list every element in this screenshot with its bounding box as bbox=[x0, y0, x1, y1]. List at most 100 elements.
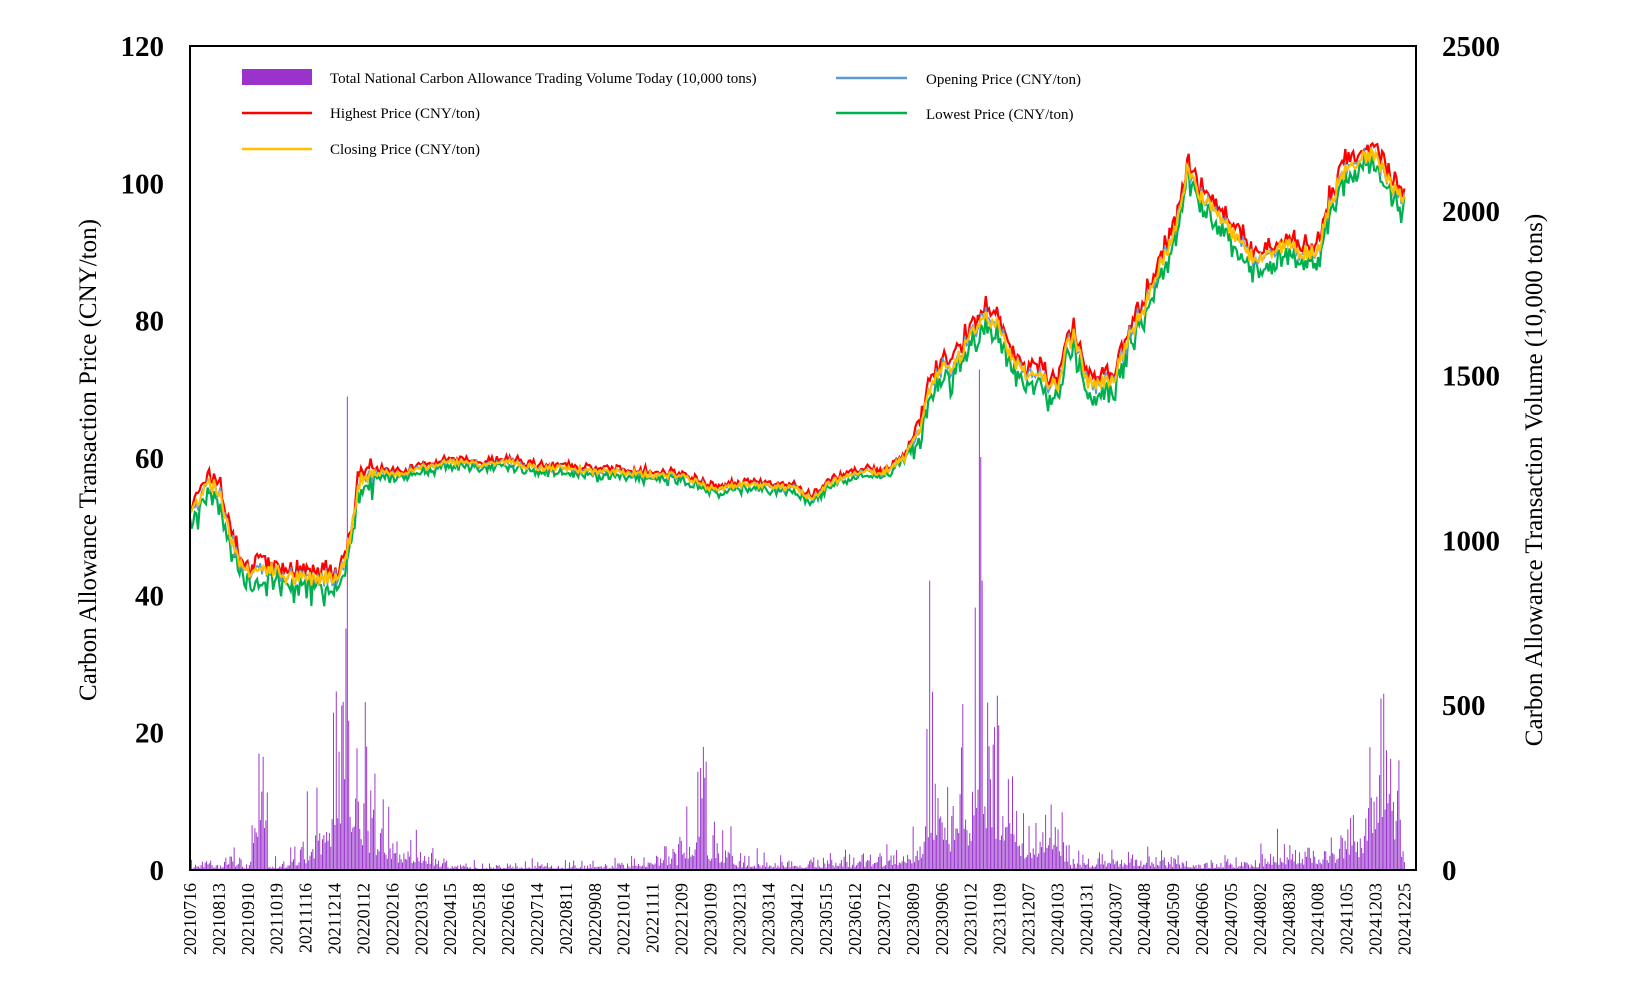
volume-bar bbox=[875, 862, 877, 870]
volume-bar bbox=[741, 867, 743, 870]
volume-bar bbox=[556, 867, 558, 870]
volume-bar bbox=[676, 865, 678, 870]
volume-bar bbox=[1363, 835, 1365, 870]
volume-bar bbox=[1194, 866, 1196, 870]
volume-bar bbox=[842, 866, 844, 870]
x-tick-20210910: 20210910 bbox=[238, 883, 258, 955]
volume-bar bbox=[284, 867, 286, 870]
volume-bar bbox=[1112, 859, 1114, 870]
volume-bar bbox=[851, 864, 853, 870]
volume-bar bbox=[1151, 862, 1153, 870]
volume-bar bbox=[1121, 859, 1123, 870]
volume-bar bbox=[760, 867, 762, 870]
volume-bar bbox=[1071, 867, 1073, 870]
volume-bar bbox=[200, 865, 202, 870]
volume-bar bbox=[816, 867, 818, 870]
volume-bar bbox=[1399, 819, 1401, 870]
volume-bar bbox=[730, 826, 732, 870]
volume-bar bbox=[744, 855, 746, 870]
volume-bar bbox=[317, 840, 319, 870]
volume-bar bbox=[1257, 867, 1259, 870]
volume-bar bbox=[614, 857, 616, 870]
plot-frame bbox=[189, 45, 1417, 871]
volume-bar bbox=[980, 457, 982, 870]
volume-bar bbox=[806, 866, 808, 870]
volume-bar bbox=[711, 858, 713, 870]
volume-bar bbox=[286, 867, 288, 870]
volume-bar bbox=[1293, 861, 1295, 870]
x-tick-20211116: 20211116 bbox=[296, 883, 316, 953]
volume-bar bbox=[324, 842, 326, 870]
volume-bar bbox=[662, 860, 664, 870]
volume-bar bbox=[722, 830, 724, 870]
volume-bar bbox=[428, 856, 430, 870]
volume-bar bbox=[620, 864, 622, 870]
volume-bar bbox=[905, 863, 907, 870]
volume-bar bbox=[287, 865, 289, 870]
volume-bar bbox=[723, 862, 725, 870]
volume-bar bbox=[915, 856, 917, 870]
right-tick-500: 500 bbox=[1442, 690, 1486, 722]
volume-bar bbox=[869, 854, 871, 870]
volume-bar bbox=[275, 856, 277, 870]
volume-bar bbox=[1373, 801, 1375, 870]
volume-bar bbox=[943, 839, 944, 870]
volume-bar bbox=[1134, 859, 1136, 870]
volume-bar bbox=[781, 861, 783, 870]
volume-bar bbox=[571, 866, 573, 870]
volume-bar bbox=[363, 803, 365, 870]
volume-bar bbox=[1065, 845, 1067, 870]
volume-bar bbox=[1366, 840, 1368, 870]
x-tick-20220714: 20220714 bbox=[527, 883, 547, 955]
volume-bar bbox=[1093, 866, 1095, 870]
volume-bar bbox=[357, 801, 359, 870]
volume-bar bbox=[894, 863, 896, 870]
volume-bar bbox=[686, 806, 688, 870]
volume-bar bbox=[705, 761, 707, 870]
volume-bar bbox=[541, 864, 543, 870]
volume-bar bbox=[1334, 862, 1336, 870]
volume-bar bbox=[440, 866, 442, 870]
volume-bar bbox=[259, 820, 261, 870]
volume-bar bbox=[1236, 867, 1238, 870]
volume-bar bbox=[331, 819, 333, 870]
volume-bar bbox=[1361, 847, 1363, 870]
volume-bar bbox=[747, 865, 749, 870]
volume-bar bbox=[204, 862, 206, 870]
left-axis-title: Carbon Allowance Transaction Price (CNY/… bbox=[75, 219, 102, 701]
volume-bar bbox=[893, 855, 895, 870]
volume-bar bbox=[838, 866, 840, 870]
volume-bar bbox=[248, 865, 250, 870]
volume-bar bbox=[1045, 814, 1047, 870]
volume-bar bbox=[731, 855, 733, 870]
volume-bar bbox=[891, 864, 893, 870]
volume-bar bbox=[279, 866, 281, 870]
volume-bar bbox=[1341, 837, 1343, 870]
volume-bar bbox=[1296, 864, 1298, 870]
volume-bar bbox=[1174, 859, 1176, 870]
volume-bar bbox=[1027, 854, 1029, 870]
volume-bar bbox=[385, 854, 387, 870]
volume-bar bbox=[349, 816, 351, 870]
right-tick-1000: 1000 bbox=[1442, 525, 1500, 557]
volume-bar bbox=[1191, 867, 1193, 870]
volume-bar bbox=[698, 836, 700, 870]
volume-bar bbox=[1116, 860, 1118, 870]
legend: Total National Carbon Allowance Trading … bbox=[242, 69, 1081, 158]
volume-bar bbox=[985, 828, 987, 870]
volume-bar bbox=[1082, 854, 1084, 870]
volume-bar bbox=[1264, 858, 1266, 870]
volume-bar bbox=[675, 853, 677, 870]
volume-bar bbox=[574, 865, 576, 870]
volume-bar bbox=[1136, 859, 1138, 870]
volume-bar bbox=[195, 864, 197, 870]
volume-bar bbox=[386, 858, 388, 870]
volume-bar bbox=[773, 866, 775, 870]
volume-bar bbox=[388, 806, 390, 870]
volume-bar bbox=[360, 839, 362, 870]
x-tick-20240103: 20240103 bbox=[1047, 883, 1067, 955]
volume-bar bbox=[540, 865, 542, 870]
volume-bar bbox=[328, 832, 330, 870]
volume-bar bbox=[564, 860, 566, 870]
x-tick-20220811: 20220811 bbox=[556, 883, 576, 954]
